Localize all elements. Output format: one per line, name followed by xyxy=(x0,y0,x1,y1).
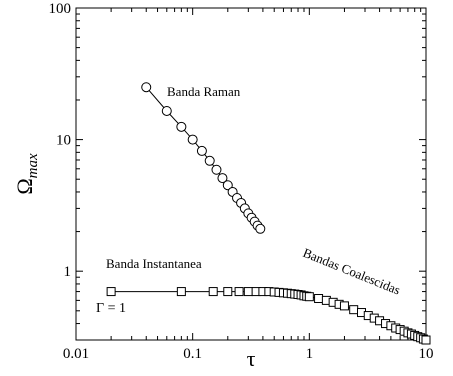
plot-frame xyxy=(75,7,427,341)
circle-marker xyxy=(211,164,222,175)
circle-marker xyxy=(204,155,215,166)
y-axis-title-main: Ω xyxy=(12,178,37,194)
square-marker xyxy=(304,292,314,302)
y-tick-label: 10 xyxy=(56,133,71,149)
annotation-coalescidas: Bandas Coalescidas xyxy=(301,245,403,298)
square-marker xyxy=(421,335,431,345)
y-tick-label: 100 xyxy=(49,1,72,17)
y-axis-title: Ωmax xyxy=(12,153,41,195)
x-tick-label: 1 xyxy=(306,346,314,362)
square-marker xyxy=(349,305,359,315)
square-marker xyxy=(339,301,349,311)
x-tick-label: 10 xyxy=(419,346,434,362)
x-tick-label: 0.01 xyxy=(63,346,89,362)
series-markers xyxy=(106,82,431,345)
axis-ticks: 0.01 0.1 1 10 1 10 100 xyxy=(49,1,434,362)
square-marker xyxy=(208,287,218,297)
square-marker xyxy=(176,287,186,297)
circle-marker xyxy=(141,82,152,93)
series-lines xyxy=(111,86,427,341)
square-marker xyxy=(106,287,116,297)
circle-marker xyxy=(222,180,233,191)
circle-marker xyxy=(161,105,172,116)
circle-marker xyxy=(187,134,198,145)
square-marker xyxy=(234,287,244,297)
annotation-gamma: Γ = 1 xyxy=(96,301,126,316)
square-marker xyxy=(314,294,324,304)
circle-marker xyxy=(176,121,187,132)
x-tick-label: 0.1 xyxy=(183,346,202,362)
y-tick-label: 1 xyxy=(64,264,72,280)
circle-marker xyxy=(217,173,228,184)
circle-marker xyxy=(196,145,207,156)
y-axis-title-sub: max xyxy=(25,153,41,178)
annotation-instantanea: Banda Instantanea xyxy=(106,256,202,271)
series-line-2 xyxy=(111,291,427,341)
annotation-raman: Banda Raman xyxy=(167,84,241,99)
square-marker xyxy=(243,287,253,297)
square-marker xyxy=(223,287,233,297)
circle-marker xyxy=(255,223,266,234)
x-axis-title: τ xyxy=(247,346,256,371)
